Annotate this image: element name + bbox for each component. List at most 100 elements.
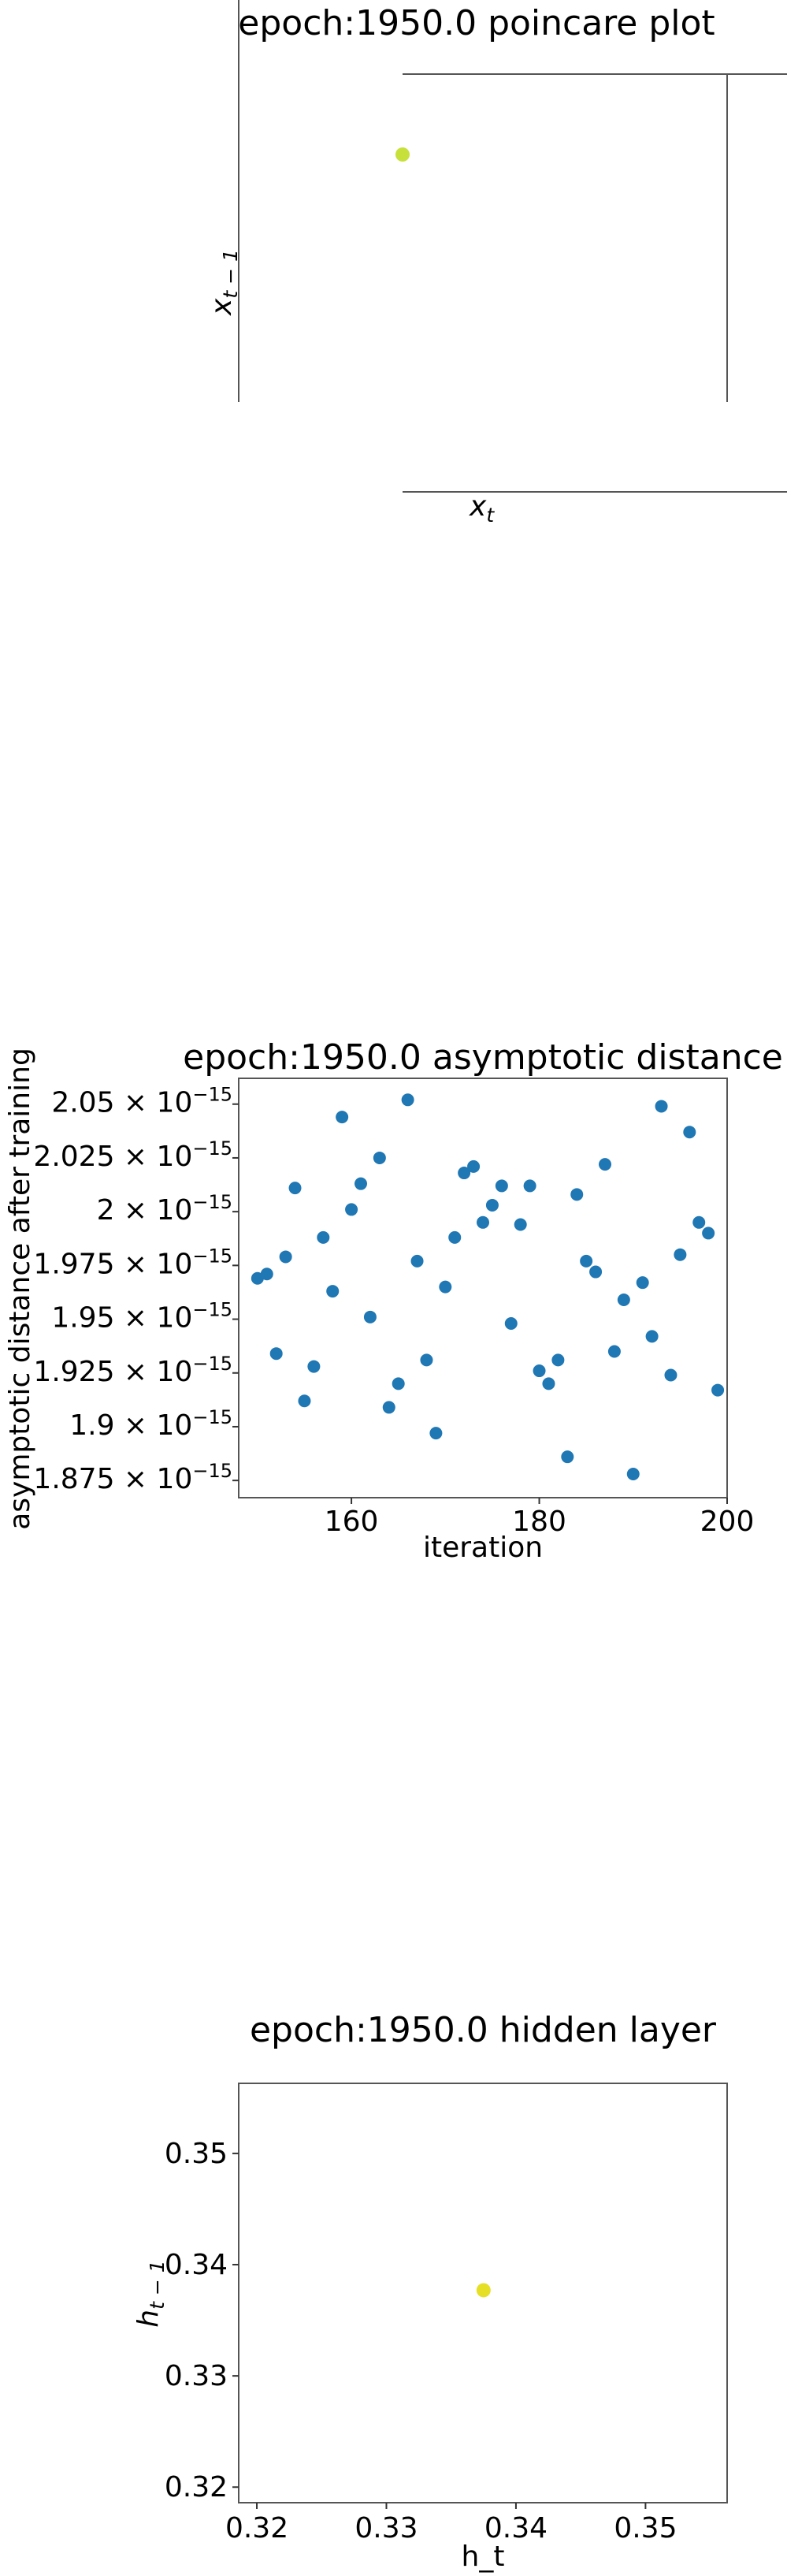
poincare-x-label-sub: t (486, 504, 495, 527)
hidden-y-tick-label: 0.33 (165, 2360, 228, 2392)
asymptotic-point (533, 1364, 546, 1378)
asymptotic-y-tick-label: 2.025 × 10−15 (33, 1137, 232, 1173)
asymptotic-x-tick-label: 200 (700, 1506, 755, 1538)
asymptotic-y-tick-mantissa: 2.05 × 10 (51, 1087, 192, 1119)
asymptotic-point (514, 1218, 527, 1231)
asymptotic-y-tick-exponent: −15 (192, 1353, 232, 1375)
asymptotic-y-tick-label: 2.05 × 10−15 (51, 1084, 232, 1119)
hidden-layer-plot-frame (238, 2083, 728, 2503)
asymptotic-point (336, 1111, 349, 1124)
asymptotic-point (542, 1377, 555, 1390)
asymptotic-y-tick-exponent: −15 (192, 1137, 232, 1160)
asymptotic-point (363, 1310, 377, 1323)
asymptotic-point (382, 1401, 395, 1414)
asymptotic-point (373, 1151, 386, 1164)
poincare-x-label: xt (469, 490, 495, 527)
asymptotic-point (523, 1179, 536, 1193)
asymptotic-y-tick-exponent: −15 (192, 1245, 232, 1267)
asymptotic-y-tick-label: 1.95 × 10−15 (51, 1299, 232, 1335)
asymptotic-y-tick-mantissa: 2.025 × 10 (33, 1141, 192, 1173)
asymptotic-y-tick-mantissa: 1.975 × 10 (33, 1248, 192, 1280)
asymptotic-point (561, 1450, 574, 1464)
asymptotic-point (655, 1100, 668, 1113)
asymptotic-x-ticks: 160 180 200 (325, 1498, 755, 1538)
hidden-x-tick-label: 0.33 (355, 2512, 418, 2544)
poincare-y-label-sub: t − 1 (219, 249, 242, 299)
asymptotic-point (683, 1126, 696, 1139)
asymptotic-point (664, 1368, 677, 1382)
asymptotic-point (589, 1265, 603, 1279)
hidden-y-tick-label: 0.32 (165, 2471, 228, 2503)
asymptotic-x-tick-label: 180 (512, 1506, 566, 1538)
asymptotic-point (429, 1427, 443, 1440)
asymptotic-point (298, 1394, 311, 1408)
asymptotic-point (251, 1271, 264, 1285)
hidden-y-label: ht − 1 (132, 2260, 169, 2327)
hidden-y-tick-label: 0.35 (165, 2138, 228, 2170)
asymptotic-distance-panel: epoch:1950.0 asymptotic distance 1.875 ×… (4, 1037, 783, 1564)
asymptotic-y-tick-mantissa: 1.95 × 10 (51, 1302, 192, 1335)
hidden-x-tick-label: 0.32 (225, 2512, 288, 2544)
asymptotic-y-tick-label: 1.875 × 10−15 (33, 1460, 232, 1495)
hidden-y-label-main: h (132, 2310, 165, 2328)
asymptotic-point (317, 1230, 330, 1244)
asymptotic-point (570, 1188, 584, 1201)
hidden-point (476, 2283, 491, 2298)
asymptotic-point (607, 1345, 621, 1358)
hidden-layer-title: epoch:1950.0 hidden layer (250, 2010, 717, 2050)
asymptotic-y-ticks: 1.875 × 10−151.9 × 10−151.925 × 10−151.9… (33, 1084, 239, 1495)
hidden-y-label-sub: t − 1 (146, 2260, 169, 2310)
asymptotic-point (355, 1177, 367, 1190)
asymptotic-x-label: iteration (423, 1532, 543, 1564)
asymptotic-y-tick-label: 2 × 10−15 (97, 1191, 232, 1227)
asymptotic-point (458, 1167, 471, 1180)
asymptotic-point (702, 1227, 715, 1240)
asymptotic-point (626, 1467, 640, 1480)
asymptotic-point (485, 1198, 499, 1212)
asymptotic-point (477, 1215, 489, 1229)
poincare-point (395, 147, 410, 162)
asymptotic-y-label: asymptotic distance after training (4, 1048, 36, 1530)
asymptotic-y-tick-exponent: −15 (192, 1460, 232, 1482)
asymptotic-point (448, 1230, 462, 1244)
asymptotic-y-tick-label: 1.9 × 10−15 (69, 1406, 232, 1442)
poincare-x-label-main: x (469, 490, 487, 523)
asymptotic-point (467, 1160, 481, 1173)
asymptotic-y-tick-mantissa: 2 × 10 (97, 1194, 193, 1227)
poincare-plot-panel: epoch:1950.0 poincare plot xt xt − 1 (206, 0, 787, 527)
asymptotic-point (617, 1294, 630, 1307)
asymptotic-y-tick-exponent: −15 (192, 1406, 232, 1428)
asymptotic-point (551, 1353, 565, 1367)
asymptotic-point (279, 1250, 292, 1264)
poincare-y-label: xt − 1 (206, 249, 242, 316)
asymptotic-point (599, 1158, 611, 1171)
asymptotic-y-tick-label: 1.925 × 10−15 (33, 1353, 232, 1388)
hidden-y-ticks: 0.32 0.33 0.34 0.35 (165, 2138, 239, 2503)
asymptotic-point (401, 1093, 414, 1107)
hidden-points (476, 2283, 491, 2298)
asymptotic-point (636, 1276, 649, 1290)
hidden-layer-panel: epoch:1950.0 hidden layer 0.320.330.340.… (132, 2010, 728, 2573)
asymptotic-point (504, 1317, 518, 1331)
asymptotic-point (711, 1383, 725, 1397)
asymptotic-distance-plot-frame (238, 1078, 728, 1498)
asymptotic-point (439, 1280, 452, 1294)
asymptotic-point (260, 1268, 273, 1281)
asymptotic-point (580, 1254, 593, 1268)
asymptotic-point (692, 1215, 706, 1229)
asymptotic-point (674, 1248, 687, 1261)
asymptotic-y-tick-mantissa: 1.925 × 10 (33, 1356, 192, 1388)
asymptotic-point (307, 1360, 321, 1373)
asymptotic-points (251, 1093, 725, 1480)
asymptotic-point (645, 1330, 659, 1343)
asymptotic-point (326, 1285, 340, 1298)
asymptotic-y-tick-exponent: −15 (192, 1299, 232, 1321)
asymptotic-y-tick-exponent: −15 (192, 1191, 232, 1213)
hidden-x-tick-label: 0.35 (614, 2512, 677, 2544)
asymptotic-y-tick-mantissa: 1.875 × 10 (33, 1463, 192, 1495)
asymptotic-point (410, 1254, 424, 1268)
asymptotic-point (392, 1377, 405, 1390)
asymptotic-point (495, 1179, 508, 1193)
asymptotic-point (345, 1203, 358, 1216)
